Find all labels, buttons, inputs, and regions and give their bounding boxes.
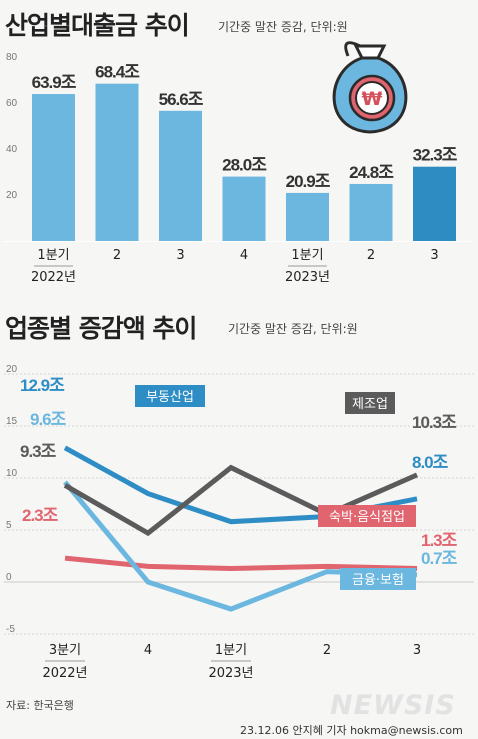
x-tick-label: 1분기 bbox=[291, 248, 323, 263]
x-tick-label: 2 bbox=[113, 248, 121, 263]
series-name-badge bbox=[345, 392, 395, 414]
bottom-chart-title: 업종별 증감액 추이 bbox=[5, 314, 197, 343]
bar bbox=[349, 183, 393, 241]
bar-value-label: 24.8조 bbox=[349, 163, 394, 182]
series-end-value: 10.3조 bbox=[412, 413, 457, 432]
series-start-value: 9.3조 bbox=[20, 442, 57, 461]
y-tick-label: -5 bbox=[6, 624, 15, 635]
series-line bbox=[64, 555, 418, 571]
y-tick-label: 20 bbox=[6, 190, 18, 201]
x-tick-label: 3 bbox=[413, 643, 421, 658]
series-name-label: 제조업 bbox=[352, 397, 388, 412]
x-tick-label: 4 bbox=[144, 643, 152, 658]
series-end-value: 8.0조 bbox=[412, 453, 449, 472]
y-tick-label: 40 bbox=[6, 144, 18, 155]
year-label: 2023년 bbox=[285, 270, 330, 285]
series-end-value: 0.7조 bbox=[421, 549, 458, 568]
won-money-bag-icon: ₩ bbox=[332, 41, 408, 134]
newsis-logo: NEWSIS bbox=[330, 690, 456, 721]
source-note: 자료: 한국은행 bbox=[6, 699, 74, 712]
bar-value-label: 63.9조 bbox=[32, 73, 77, 92]
y-tick-label: 80 bbox=[6, 52, 18, 63]
x-tick-label: 2 bbox=[323, 643, 331, 658]
series-name-label: 숙박·음식점업 bbox=[329, 510, 405, 525]
series-line bbox=[63, 464, 419, 537]
series-start-value: 9.6조 bbox=[30, 410, 67, 429]
bar-value-label: 32.3조 bbox=[413, 146, 458, 165]
x-tick-label: 2 bbox=[367, 248, 375, 263]
y-tick-label: 15 bbox=[6, 416, 18, 427]
x-tick-label: 3 bbox=[176, 248, 184, 263]
bar bbox=[32, 94, 75, 241]
top-bar-chart: 20 40 60 80 63.9조 1분기 2022년 68.4조 2 56.6조 3 28.0조 4 2… bbox=[4, 41, 472, 285]
y-tick-label: 5 bbox=[6, 520, 12, 531]
series-name-badge bbox=[340, 568, 416, 590]
series-name-label: 금융·보험 bbox=[352, 573, 404, 588]
bar-value-label: 20.9조 bbox=[286, 172, 331, 191]
series-name-badge bbox=[318, 505, 416, 527]
top-chart-title: 산업별대출금 추이 bbox=[5, 11, 190, 40]
x-tick-label: 4 bbox=[240, 248, 248, 263]
y-tick-label: 60 bbox=[6, 98, 18, 109]
x-tick-label: 1분기 bbox=[215, 643, 247, 658]
series-start-value: 12.9조 bbox=[20, 376, 65, 395]
x-tick-label: 3분기 bbox=[49, 643, 81, 658]
bar-value-label: 56.6조 bbox=[159, 90, 204, 109]
y-tick-label: 0 bbox=[6, 572, 12, 583]
series-end-value: 1.3조 bbox=[421, 531, 458, 550]
bar bbox=[95, 83, 139, 242]
bar bbox=[286, 192, 329, 241]
series-line bbox=[63, 480, 418, 612]
year-label: 2022년 bbox=[31, 270, 76, 285]
bar-value-label: 68.4조 bbox=[95, 63, 140, 82]
series-start-value: 2.3조 bbox=[22, 506, 59, 525]
bar-layer: 20 40 60 80 63.9조 1분기 2022년 68.4조 2 56.6조 3 28.0조 4 2… bbox=[4, 52, 472, 285]
bottom-chart-subtitle: 기간중 말잔 증감, 단위:원 bbox=[228, 322, 358, 336]
year-label: 2023년 bbox=[208, 666, 253, 681]
y-tick-label: 10 bbox=[6, 468, 18, 479]
bar bbox=[413, 166, 456, 241]
credit-line: 23.12.06 안지혜 기자 hokma@newsis.com bbox=[240, 724, 463, 737]
bar bbox=[222, 176, 266, 241]
series-name-label: 부동산업 bbox=[146, 390, 194, 405]
x-tick-label: 3 bbox=[430, 248, 438, 263]
svg-text:₩: ₩ bbox=[362, 88, 383, 110]
x-tick-label: 1분기 bbox=[37, 248, 69, 263]
y-tick-label: 20 bbox=[6, 364, 18, 375]
bar-value-label: 28.0조 bbox=[222, 156, 267, 175]
bar bbox=[159, 110, 202, 241]
top-chart-subtitle: 기간중 말잔 증감, 단위:원 bbox=[218, 20, 348, 34]
series-name-badge bbox=[135, 385, 205, 407]
year-label: 2022년 bbox=[42, 666, 87, 681]
